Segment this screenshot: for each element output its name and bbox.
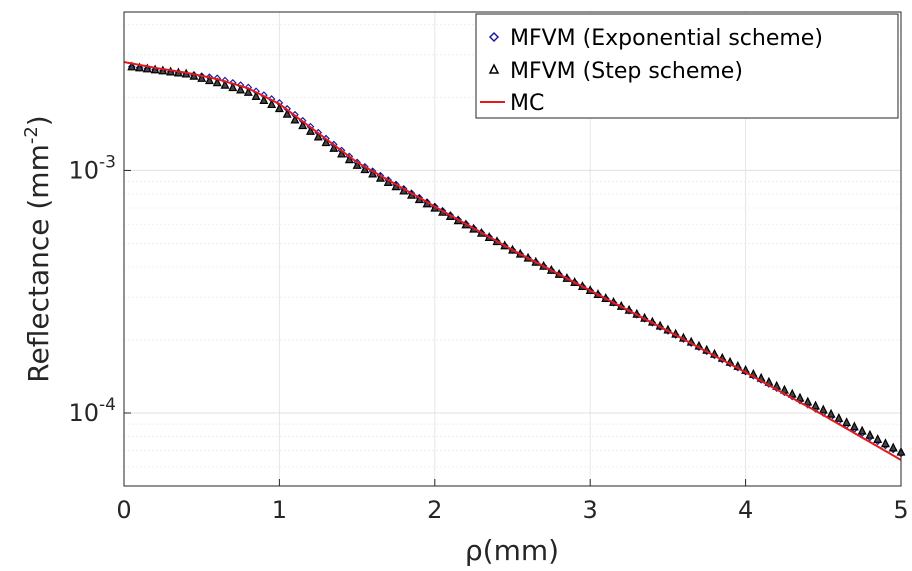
- triangle-point: [857, 425, 867, 435]
- triangle-point: [282, 108, 292, 118]
- triangle-point: [865, 429, 875, 439]
- triangle-point: [337, 148, 347, 158]
- triangle-point: [880, 438, 890, 448]
- triangle-point: [795, 392, 805, 402]
- x-tick-label: 0: [116, 496, 131, 524]
- triangle-point: [313, 131, 323, 141]
- series-layer: [123, 61, 906, 461]
- y-tick-label: 10-4: [69, 395, 117, 427]
- triangle-point: [290, 114, 300, 124]
- triangle-point: [352, 159, 362, 169]
- legend-label-mc: MC: [510, 91, 544, 116]
- triangle-point: [135, 62, 145, 72]
- triangle-marker-icon: [488, 63, 500, 74]
- grid-lines: [123, 12, 902, 487]
- triangle-point: [329, 142, 339, 152]
- triangle-point: [243, 86, 253, 96]
- legend-label-step: MFVM (Step scheme): [510, 59, 743, 84]
- triangle-point: [228, 82, 238, 92]
- legend-item-exponential: MFVM (Exponential scheme): [488, 26, 823, 51]
- triangle-point: [251, 90, 261, 100]
- x-axis-label: ρ(mm): [465, 534, 559, 567]
- triangle-point: [298, 120, 308, 130]
- triangle-point: [834, 412, 844, 422]
- x-tick-label: 3: [583, 496, 598, 524]
- triangle-point: [818, 404, 828, 414]
- triangle-point: [150, 64, 160, 74]
- y-axis-label: Reflectance (mm-2): [21, 115, 55, 382]
- triangle-point: [127, 61, 137, 71]
- x-tick-label: 2: [427, 496, 442, 524]
- triangle-point: [212, 77, 222, 87]
- triangle-point: [306, 125, 315, 135]
- triangle-point: [197, 72, 207, 82]
- triangle-point: [873, 434, 883, 444]
- triangle-point: [321, 137, 331, 147]
- triangle-point: [360, 164, 370, 174]
- triangle-point: [236, 84, 246, 94]
- tick-labels: 0 1 2 3 4 5 10-3 10-4: [69, 152, 909, 524]
- triangle-point: [220, 79, 230, 89]
- legend-item-step: MFVM (Step scheme): [488, 59, 743, 84]
- legend-box: [475, 13, 899, 119]
- triangle-point: [888, 442, 898, 452]
- diamond-marker-icon: [488, 31, 500, 43]
- triangle-point: [267, 99, 277, 109]
- triangle-point: [368, 168, 378, 178]
- triangle-point: [849, 421, 859, 431]
- series-3-line: [123, 61, 902, 461]
- x-tick-label: 4: [738, 496, 753, 524]
- triangle-point: [842, 417, 852, 427]
- y-tick-label: 10-3: [69, 152, 117, 184]
- legend: MFVM (Exponential scheme) MFVM (Step sch…: [475, 13, 899, 119]
- triangle-point: [274, 103, 284, 113]
- triangle-point: [344, 154, 354, 164]
- triangle-point: [204, 75, 214, 85]
- x-tick-label: 1: [272, 496, 287, 524]
- triangle-point: [803, 396, 813, 406]
- triangle-point: [826, 408, 836, 418]
- triangle-point: [142, 63, 152, 73]
- x-tick-label: 5: [893, 496, 908, 524]
- plot-frame: [123, 11, 902, 487]
- triangle-point: [259, 95, 269, 105]
- legend-label-exponential: MFVM (Exponential scheme): [510, 26, 823, 51]
- triangle-point: [811, 400, 821, 410]
- triangle-point: [158, 65, 168, 75]
- legend-item-mc: MC: [480, 91, 544, 116]
